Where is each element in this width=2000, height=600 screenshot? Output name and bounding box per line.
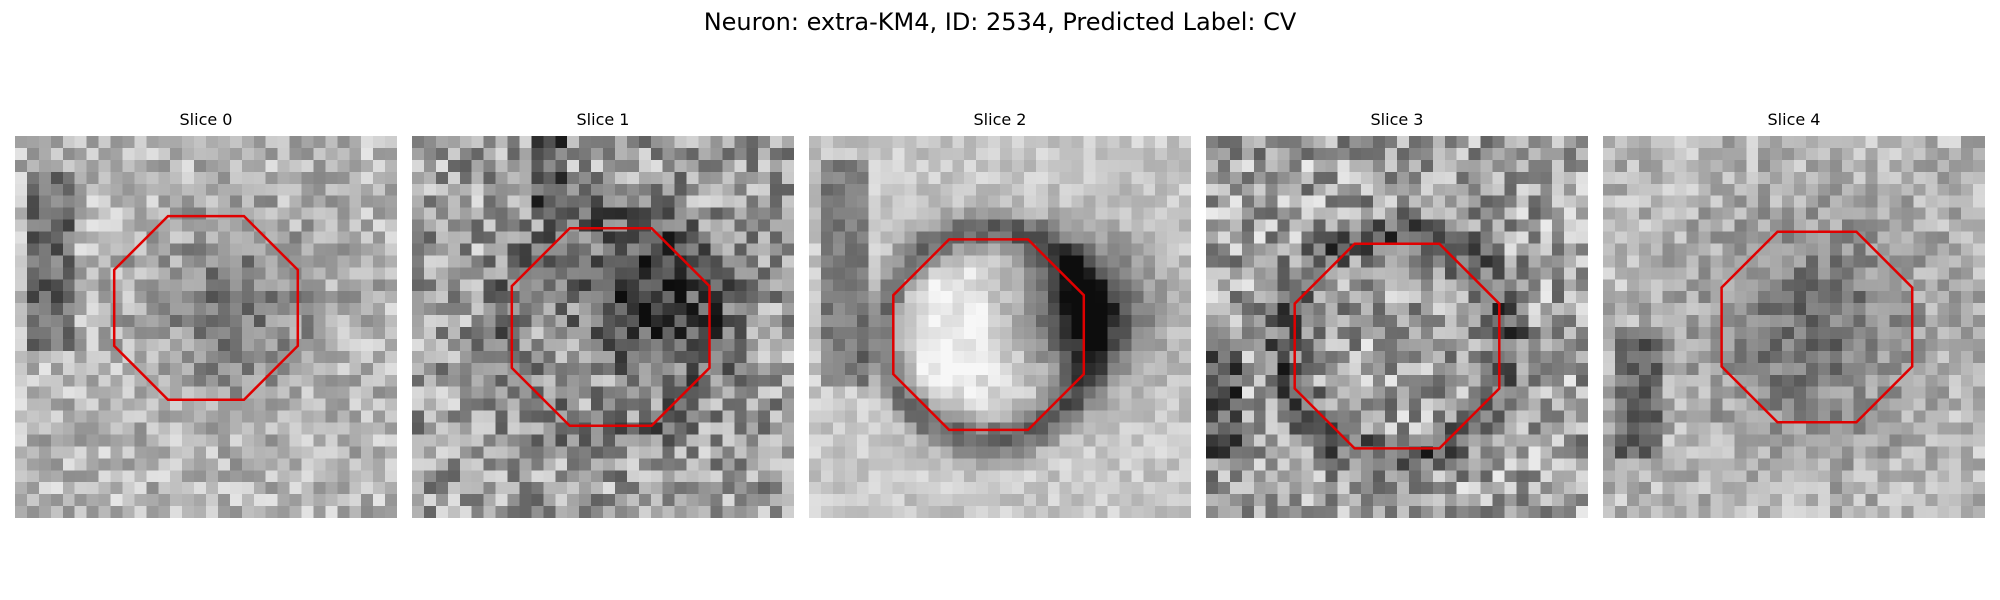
- slice-panel-1: Slice 1: [412, 110, 794, 518]
- slice-title: Slice 4: [1767, 110, 1821, 129]
- slice-panel-4: Slice 4: [1603, 110, 1985, 518]
- roi-contour: [1720, 230, 1914, 424]
- slice-panel-0: Slice 0: [15, 110, 397, 518]
- slice-title: Slice 1: [576, 110, 630, 129]
- roi-contour: [892, 238, 1086, 432]
- roi-contour: [112, 214, 300, 401]
- slice-image: [809, 136, 1191, 518]
- slice-panel-2: Slice 2: [809, 110, 1191, 518]
- slice-title: Slice 0: [179, 110, 233, 129]
- slice-image: [1206, 136, 1588, 518]
- slice-title: Slice 2: [973, 110, 1027, 129]
- roi-contour: [1293, 242, 1501, 450]
- slice-image: [412, 136, 794, 518]
- slice-panel-3: Slice 3: [1206, 110, 1588, 518]
- slice-image: [1603, 136, 1985, 518]
- figure-title: Neuron: extra-KM4, ID: 2534, Predicted L…: [703, 8, 1297, 36]
- slice-title: Slice 3: [1370, 110, 1424, 129]
- slice-image: [15, 136, 397, 518]
- roi-contour: [510, 226, 711, 428]
